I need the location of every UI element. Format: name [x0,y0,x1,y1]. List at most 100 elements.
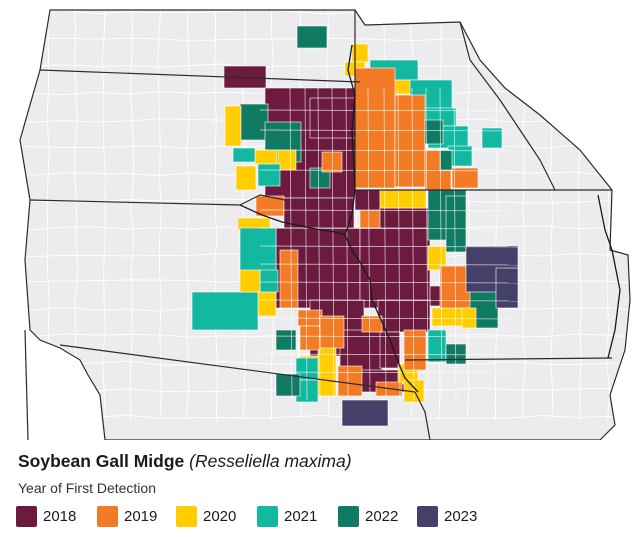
detection-county-2021 [191,291,259,331]
county-divider [383,87,387,401]
county-divider [259,371,521,374]
county-line [157,10,163,421]
county-line [213,10,218,421]
detection-county-2021 [481,127,503,149]
detection-county-2020 [257,291,277,317]
state-line-ks-mo [414,391,431,440]
detection-county-2020 [277,149,297,171]
legend-label-2019: 2019 [124,508,158,525]
detection-county-2019 [451,167,479,189]
detection-county-2021 [232,147,256,163]
county-divider [259,209,521,212]
detection-counties [191,25,521,427]
county-divider [259,109,521,112]
county-divider [411,87,415,401]
county-divider [289,87,293,401]
county-divider [439,87,443,401]
detection-county-2019 [361,315,383,333]
county-divider [259,169,521,172]
county-divider [345,87,349,401]
county-line [129,10,135,421]
detection-county-2020 [224,105,242,147]
map-title: Soybean Gall Midge (Resseliella maxima) [18,451,352,472]
county-line [20,306,630,312]
detection-county-2022 [309,167,331,189]
county-line [73,10,79,421]
detection-county-lines [259,87,521,401]
detection-county-2022 [275,329,297,351]
detection-county-2021 [259,269,279,293]
county-divider [259,281,521,284]
scientific-name: (Resseliella maxima) [189,451,352,471]
county-divider [425,87,429,401]
county-divider [304,87,308,401]
legend-swatch-2021 [257,506,278,527]
state-line-mn-wi [459,21,556,191]
county-divider [259,245,521,248]
detection-county-2019 [321,151,343,173]
region-outline [19,9,631,440]
map [19,9,631,440]
detection-county-2022 [296,25,328,49]
county-divider [259,149,521,152]
detection-county-2019 [394,94,426,188]
detection-county-2020 [427,245,447,271]
detection-county-2021 [427,329,447,363]
county-line [101,10,107,421]
state-line-ia-mo [404,357,613,361]
detection-county-2021 [257,163,281,187]
county-divider [259,353,521,356]
detection-county-2019 [319,315,345,349]
county-divider [259,299,521,302]
detection-county-2022 [439,149,453,171]
county-divider [317,87,321,401]
county-divider [259,263,521,266]
river-mississippi [597,194,621,359]
detection-county-2018 [379,331,401,369]
state-line-sd-ne [29,194,286,206]
state-line-co [24,329,29,440]
county-divider [259,129,521,132]
legend-subtitle: Year of First Detection [18,480,156,496]
detection-county-2022 [239,103,269,141]
detection-county-2018 [359,227,431,309]
detection-county-2022 [275,373,301,397]
detection-county-2022 [424,119,444,145]
detection-county-2023 [341,399,389,427]
detection-county-2020 [461,307,477,329]
river-missouri [344,189,419,393]
detection-county-2018 [354,189,381,211]
detection-county-2020 [239,269,261,293]
detection-county-2019 [337,365,363,397]
legend-label-2021: 2021 [284,508,318,525]
legend-swatch-2022 [338,506,359,527]
river-red [347,44,356,191]
detection-county-2019 [354,67,396,189]
legend-swatch-2020 [176,506,197,527]
legend-swatch-2018 [16,506,37,527]
county-divider [453,87,457,401]
county-line [241,10,247,421]
county-divider [367,87,371,401]
legend-label-2018: 2018 [43,508,77,525]
river-platte [239,204,346,236]
county-divider [259,317,521,320]
detection-county-2019 [403,329,427,371]
detection-county-2019 [299,325,321,351]
state-line-ne-ks [59,344,416,393]
county-map [19,9,631,440]
county-divider [397,87,401,401]
detection-county-2019 [279,249,299,309]
legend-label-2022: 2022 [365,508,399,525]
legend-swatch-2019 [97,506,118,527]
legend-label-2023: 2023 [444,508,478,525]
detection-county-2020 [254,149,278,165]
common-name: Soybean Gall Midge [18,451,185,471]
detection-county-2020 [235,165,257,191]
county-divider [259,227,521,230]
detection-county-2022 [445,195,467,253]
detection-county-2021 [239,227,277,273]
state-line-nd-sd [39,69,361,83]
detection-county-2020 [379,189,427,209]
county-divider [259,335,521,338]
